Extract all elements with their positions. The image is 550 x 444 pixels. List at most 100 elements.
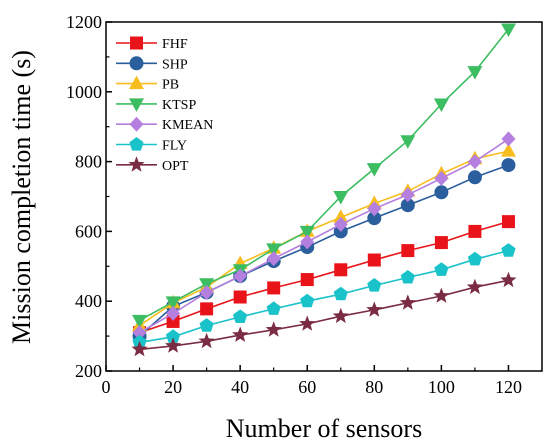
data-point-opt [299,315,316,331]
legend-marker-kmean [129,116,144,132]
data-point-ktsp [266,243,282,257]
data-point-opt [366,301,383,317]
x-tick-label: 40 [231,377,249,397]
data-point-kmean [132,325,147,341]
data-point-fly [300,293,315,308]
legend-marker-opt [128,156,145,172]
legend-label: PB [162,78,179,93]
legend-marker-ktsp [129,98,144,112]
data-point-ktsp [433,98,449,112]
series-fhf [133,215,515,340]
data-point-fhf [434,236,448,250]
data-point-shp [467,170,482,185]
data-point-fly [233,309,248,323]
data-point-pb [501,143,516,157]
data-point-opt [332,307,349,324]
series-opt [131,271,517,357]
legend-marker-pb [129,75,144,90]
data-point-kmean [501,131,516,147]
series-kmean [132,131,516,341]
x-axis-title: Number of sensors [226,414,422,443]
x-tick-label: 100 [428,377,455,397]
legend-label: OPT [162,159,189,174]
data-point-fhf [200,302,214,316]
x-tick-label: 20 [164,377,182,397]
data-point-fly [199,318,214,332]
data-point-ktsp [366,163,382,177]
data-point-opt [500,271,517,288]
data-point-opt [433,287,450,303]
legend-marker-shp [129,56,144,71]
data-point-fhf [300,273,314,287]
plot-area [131,23,517,357]
data-point-fhf [367,253,381,267]
series-line-ktsp [139,28,510,322]
data-point-fhf [468,224,482,238]
data-point-shp [434,185,449,200]
data-point-shp [501,158,516,173]
data-point-fhf [401,244,415,258]
series-fly [132,243,516,349]
series-ktsp [132,23,516,329]
legend-label: KMEAN [162,118,213,133]
legend-item-shp: SHP [116,56,188,72]
data-point-fly [266,301,281,315]
y-tick-label: 600 [75,221,102,241]
data-point-kmean [467,154,482,170]
x-tick-label: 120 [495,377,522,397]
y-tick-label: 800 [75,152,102,172]
axes: 0 20 40 60 80 100 120 200 400 600 800 1000 1200 [66,12,522,397]
data-point-fhf [267,281,281,295]
data-point-fhf [166,314,180,328]
y-tick-label: 400 [75,291,102,311]
legend-item-ktsp: KTSP [116,98,196,113]
data-point-ktsp [299,225,315,240]
data-point-fly [501,243,516,257]
series-line-fly [139,249,509,344]
legend-label: FHF [162,37,188,52]
legend-marker-fhf [130,36,143,50]
data-point-opt [466,278,483,295]
data-point-kmean [166,305,181,321]
legend-label: FLY [162,139,187,154]
series-line-kmean [139,138,509,334]
legend-item-fhf: FHF [116,36,188,52]
data-point-shp [367,211,382,226]
data-point-kmean [400,187,415,203]
x-tick-label: 60 [298,377,316,397]
data-point-fly [367,278,382,292]
data-point-ktsp [501,23,516,37]
legend-item-pb: PB [116,75,179,93]
data-point-fly [434,262,449,276]
data-point-ktsp [333,191,349,205]
data-point-shp [400,198,415,213]
data-point-fly [400,270,415,284]
data-point-ktsp [400,135,416,149]
data-point-kmean [199,285,214,300]
legend-item-fly: FLY [116,137,187,154]
legend-label: KTSP [162,98,196,113]
legend-marker-fly [129,137,144,151]
data-point-fly [467,251,483,266]
data-point-opt [232,326,249,342]
data-point-ktsp [467,66,483,80]
series-line-shp [138,164,509,337]
y-tick-label: 1200 [66,12,102,32]
data-point-kmean [266,251,281,267]
data-point-opt [131,340,148,357]
data-point-kmean [333,216,348,232]
data-point-opt [265,321,282,337]
data-point-fly [333,286,348,301]
data-point-fhf [334,263,348,277]
data-point-kmean [300,234,315,250]
legend: FHF SHP PB KTSP KMEAN FLY OPT [116,36,213,174]
data-point-ktsp [165,296,181,310]
legend-item-kmean: KMEAN [116,116,213,133]
y-axis-title: Mission completion time (s) [7,50,36,344]
data-point-kmean [367,201,382,217]
data-point-opt [198,332,215,349]
data-point-pb [333,209,349,223]
x-tick-label: 0 [102,377,111,397]
data-point-ktsp [132,314,147,329]
